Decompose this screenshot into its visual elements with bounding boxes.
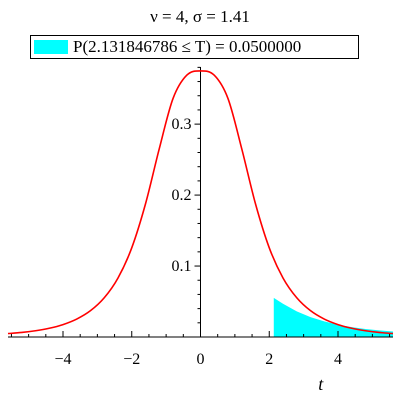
y-tick-label: 0.2: [172, 187, 192, 204]
legend-swatch: [34, 40, 68, 54]
density-curve: [7, 70, 394, 335]
x-tick-label: −4: [54, 351, 71, 368]
x-tick-label: 0: [197, 351, 205, 368]
legend: P(2.131846786 ≤ T) = 0.0500000: [30, 35, 359, 59]
y-tick-label: 0.3: [172, 116, 192, 133]
shaded-tail-region: [273, 297, 393, 337]
x-tick-label: −2: [123, 351, 140, 368]
y-tick-label: 0.1: [172, 258, 192, 275]
chart-title: ν = 4, σ = 1.41: [150, 7, 250, 26]
x-axis-title: t: [318, 374, 324, 394]
legend-label: P(2.131846786 ≤ T) = 0.0500000: [73, 37, 302, 56]
x-tick-label: 2: [265, 351, 273, 368]
x-tick-label: 4: [334, 351, 342, 368]
